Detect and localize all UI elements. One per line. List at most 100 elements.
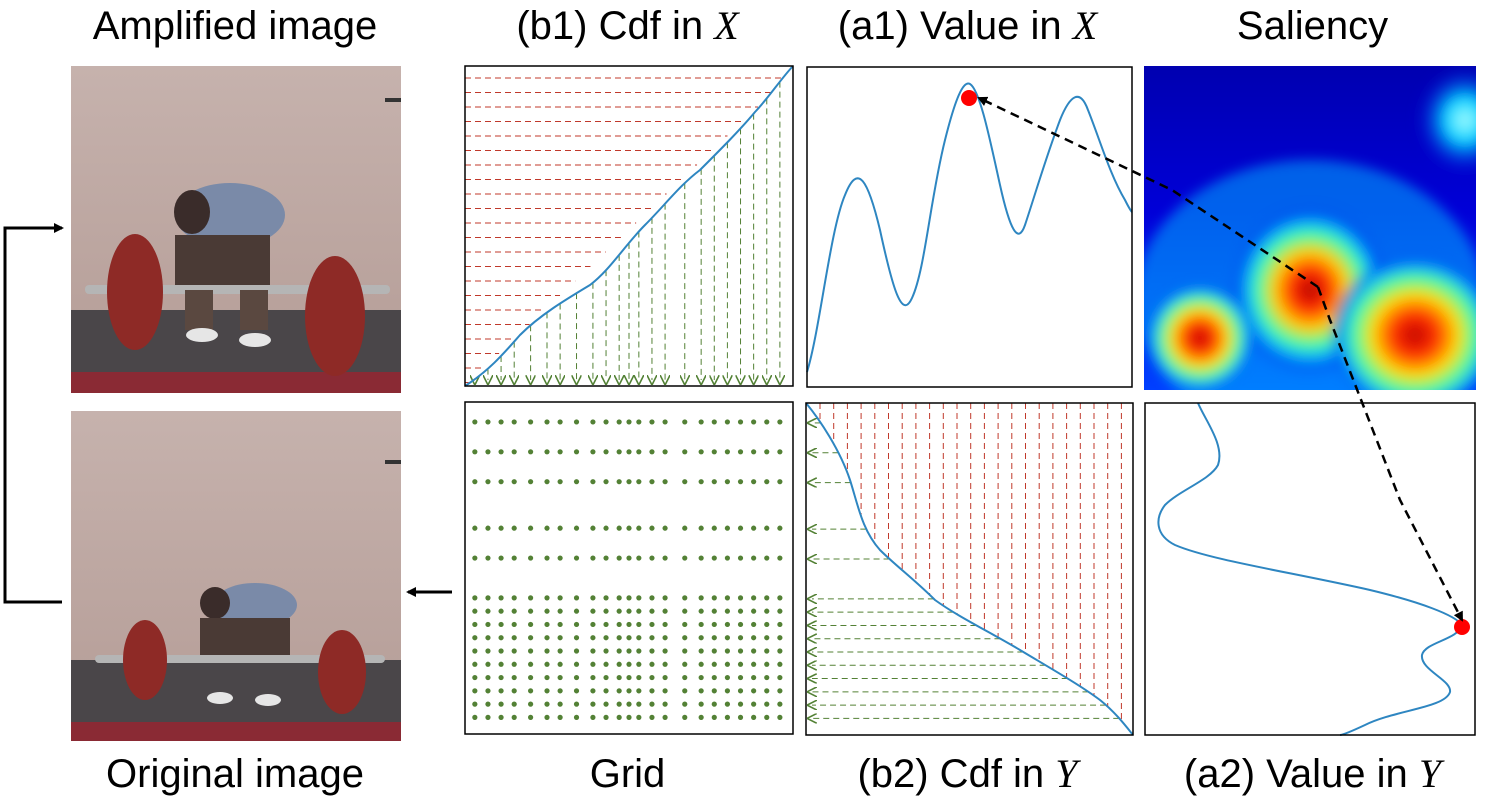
grid-panel	[464, 401, 794, 735]
grid-dot	[511, 595, 517, 601]
grid-dot	[724, 648, 731, 654]
a2-value-y-panel	[1144, 402, 1476, 736]
grid-dot	[662, 621, 668, 628]
grid-dot	[626, 714, 632, 721]
grid-dot	[544, 714, 550, 721]
grid-dot	[636, 714, 642, 721]
grid-dot	[636, 419, 642, 425]
grid-dot	[616, 635, 622, 641]
grid-dot	[737, 419, 744, 425]
grid-dot	[528, 595, 534, 601]
grid-dot	[485, 595, 491, 601]
grid-dot	[724, 449, 731, 455]
grid-dot	[626, 674, 632, 681]
grid-dot	[737, 555, 744, 561]
grid-dot	[498, 701, 504, 707]
grid-dot	[472, 714, 478, 721]
grid-dot	[498, 449, 504, 455]
grid-dot	[698, 714, 704, 721]
grid-dot	[472, 701, 478, 707]
grid-dot	[662, 688, 668, 694]
grid-dot	[557, 479, 563, 485]
grid-dot	[724, 688, 731, 694]
grid-dot	[698, 621, 704, 628]
grid-dot	[682, 419, 688, 425]
grid-frame	[464, 401, 794, 735]
grid-dot	[603, 525, 609, 531]
grid-dot	[777, 608, 783, 614]
grid-dot	[603, 608, 609, 614]
b2-frame	[805, 402, 1134, 736]
grid-dot	[557, 635, 563, 641]
grid-dot	[528, 688, 534, 694]
grid-dot	[557, 419, 563, 425]
grid-dot	[573, 608, 580, 614]
grid-dot	[777, 661, 783, 667]
grid-dot	[590, 714, 596, 721]
grid-dot	[636, 608, 642, 614]
grid-dot	[616, 595, 622, 601]
grid-dot	[662, 555, 668, 561]
grid-dot	[472, 674, 478, 681]
b1-frame	[464, 65, 794, 387]
grid-dot	[751, 635, 757, 641]
grid-dot	[528, 714, 534, 721]
grid-dot	[764, 701, 770, 707]
grid-dot	[777, 479, 783, 485]
grid-dot	[649, 674, 655, 681]
grid-dot	[711, 661, 717, 667]
grid-dot	[662, 661, 668, 667]
grid-dot	[528, 661, 534, 667]
grid-dot	[636, 525, 642, 531]
a1-label-text: (a1) Value in	[837, 4, 1073, 48]
grid-dot	[698, 688, 704, 694]
a1-frame	[806, 66, 1133, 388]
grid-dot	[511, 688, 517, 694]
amplified-image-label: Amplified image	[92, 4, 378, 48]
grid-dot	[636, 701, 642, 707]
grid-dot	[777, 674, 783, 681]
grid-dot	[498, 525, 504, 531]
grid-dot	[528, 608, 534, 614]
grid-dot	[751, 555, 757, 561]
grid-dot	[649, 595, 655, 601]
grid-dot	[603, 648, 609, 654]
grid-dot	[544, 449, 550, 455]
grid-dot	[557, 608, 563, 614]
feedback-arrow	[3, 223, 64, 604]
grid-dot	[590, 635, 596, 641]
grid-dot	[724, 525, 731, 531]
grid-dot	[751, 674, 757, 681]
grid-dot	[737, 648, 744, 654]
saliency-to-a2-arrow	[1316, 286, 1464, 622]
grid-dot	[662, 714, 668, 721]
grid-dot	[649, 661, 655, 667]
grid-dot	[590, 621, 596, 628]
grid-dot	[626, 525, 632, 531]
grid-dot	[528, 449, 534, 455]
grid-dot	[498, 714, 504, 721]
grid-dot	[573, 621, 580, 628]
grid-dot	[603, 661, 609, 667]
grid-dot	[737, 608, 744, 614]
grid-dot	[777, 688, 783, 694]
b2-cdf-y-panel	[805, 402, 1134, 736]
grid-dot	[751, 608, 757, 614]
grid-dot	[485, 648, 491, 654]
grid-dot	[472, 449, 478, 455]
grid-dot	[616, 479, 622, 485]
grid-dot	[711, 648, 717, 654]
grid-dot	[626, 648, 632, 654]
grid-dot	[616, 648, 622, 654]
grid-dot	[544, 595, 550, 601]
grid-dot	[511, 449, 517, 455]
grid-dot	[751, 648, 757, 654]
grid-dot	[603, 688, 609, 694]
grid-dot	[511, 674, 517, 681]
grid-dot	[557, 674, 563, 681]
grid-dot	[511, 479, 517, 485]
grid-dot	[724, 701, 731, 707]
b2-label-text: (b2) Cdf in	[857, 752, 1056, 796]
grid-dot	[682, 661, 688, 667]
